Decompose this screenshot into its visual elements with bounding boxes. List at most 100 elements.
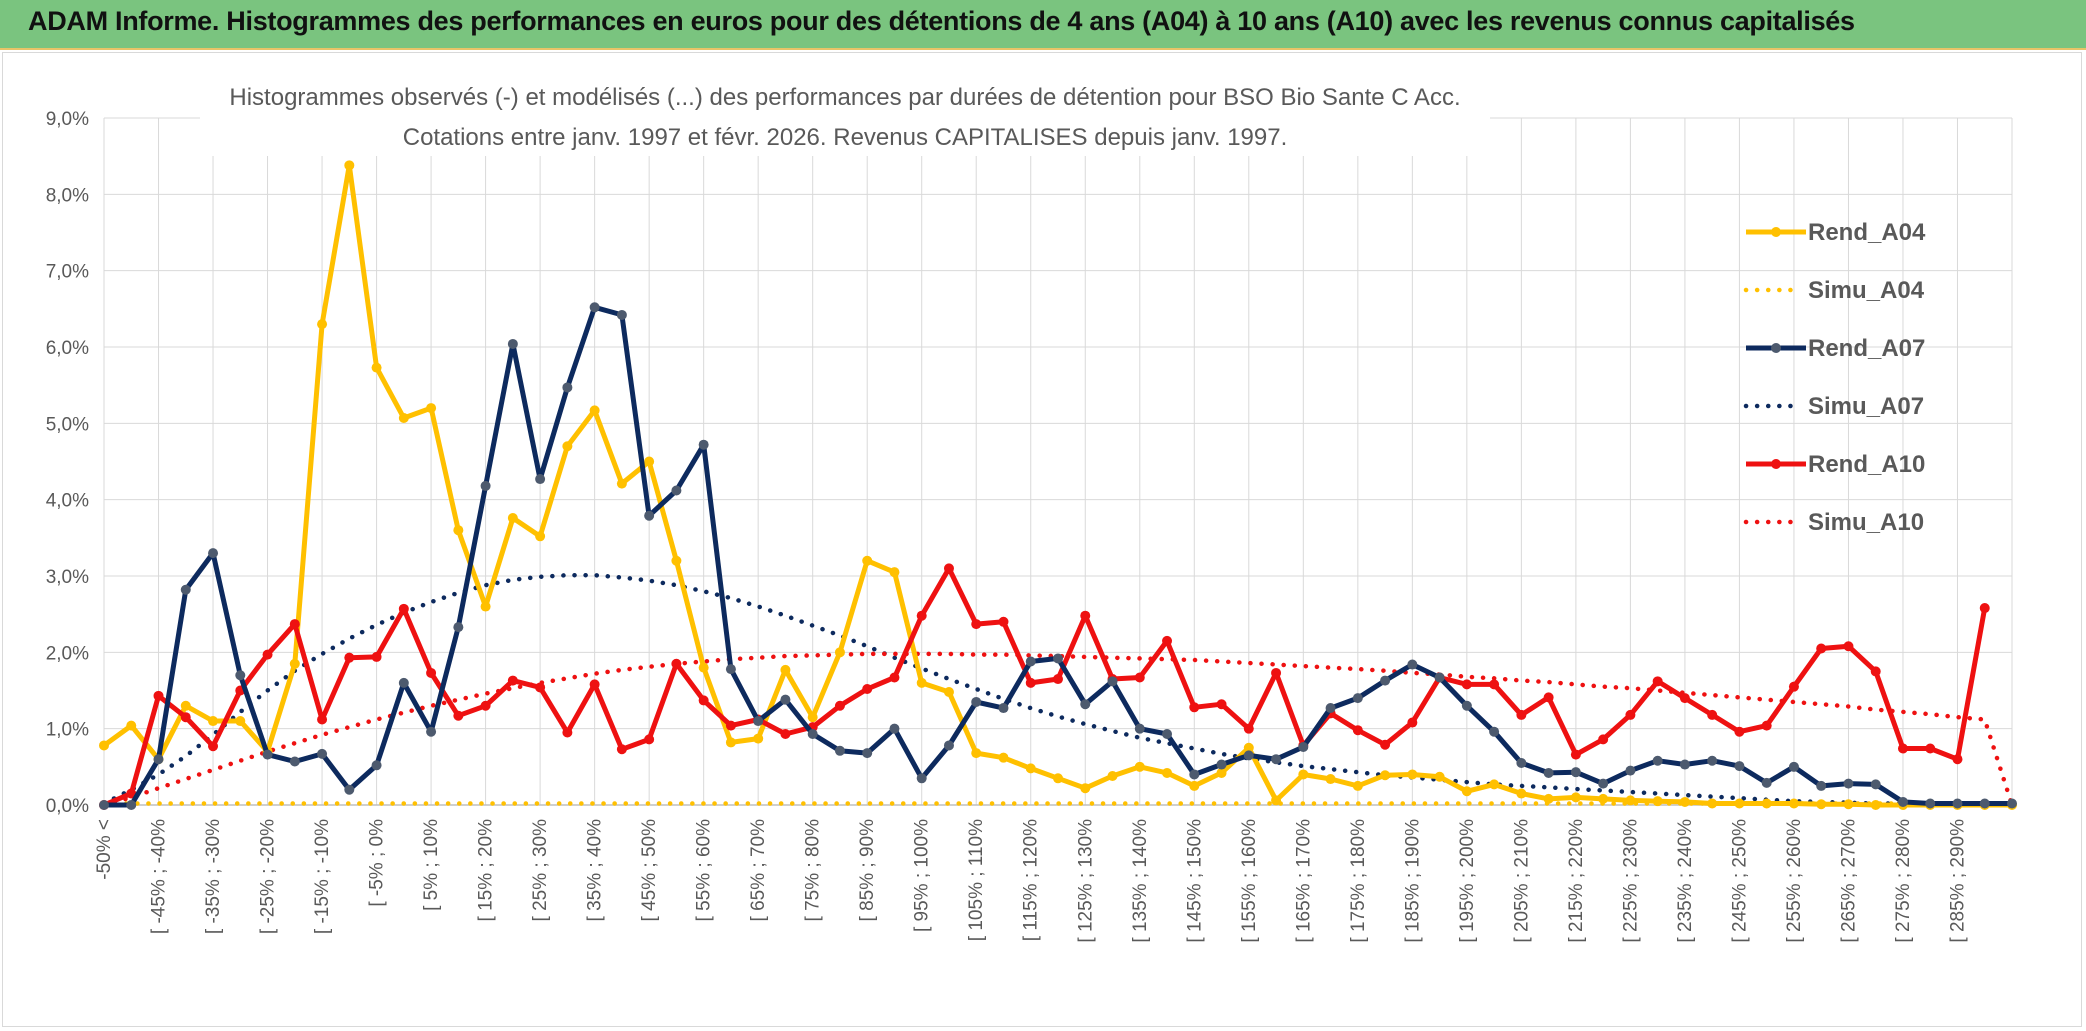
data-point xyxy=(1979,603,1990,614)
data-point xyxy=(644,734,655,745)
data-point xyxy=(1843,778,1854,789)
series-line-simu-a10 xyxy=(101,651,2015,808)
data-point xyxy=(1543,692,1554,703)
data-point xyxy=(1407,769,1418,780)
data-point xyxy=(1134,761,1145,772)
data-point xyxy=(208,548,219,559)
data-point xyxy=(862,683,873,694)
data-point xyxy=(1461,679,1472,690)
legend-label: Rend_A07 xyxy=(1808,335,1925,362)
data-point xyxy=(1761,720,1772,731)
data-point xyxy=(1652,796,1663,807)
y-tick-label: 2,0% xyxy=(46,643,89,664)
y-tick-label: 9,0% xyxy=(46,109,89,130)
x-tick-label: [ 265% ; 270% xyxy=(1838,819,1859,943)
data-point xyxy=(99,740,109,751)
data-point xyxy=(1216,767,1227,778)
y-tick-label: 0,0% xyxy=(46,796,89,817)
data-point xyxy=(698,439,709,450)
data-point xyxy=(1925,798,1936,809)
data-point xyxy=(1925,743,1936,754)
x-tick-label: -50% < xyxy=(94,819,115,880)
data-point xyxy=(562,727,573,738)
chart-series xyxy=(99,160,2017,810)
data-point xyxy=(889,672,900,683)
data-point xyxy=(1352,725,1363,736)
data-point xyxy=(371,651,382,662)
data-point xyxy=(780,729,791,740)
data-point xyxy=(1788,798,1799,809)
data-point xyxy=(1053,674,1063,685)
data-point xyxy=(753,733,764,744)
legend-item-simu-a07: Simu_A07 xyxy=(1743,393,1924,420)
data-point xyxy=(1325,774,1336,785)
data-point xyxy=(1380,770,1391,781)
legend-item-simu-a10: Simu_A10 xyxy=(1743,509,1924,536)
legend-item-simu-a04: Simu_A04 xyxy=(1743,277,1925,304)
data-point xyxy=(862,555,873,566)
legend-label: Rend_A04 xyxy=(1808,219,1926,246)
legend-marker xyxy=(1771,459,1781,469)
data-point xyxy=(289,658,300,669)
data-point xyxy=(807,729,818,740)
data-point xyxy=(589,405,600,416)
data-point xyxy=(834,700,845,711)
data-point xyxy=(1816,799,1827,810)
x-tick-label: [ 85% ; 90% xyxy=(857,819,878,922)
x-tick-label: [ 75% ; 80% xyxy=(803,819,824,922)
data-point xyxy=(998,703,1009,714)
data-point xyxy=(1025,677,1036,688)
data-point xyxy=(371,362,382,373)
data-point xyxy=(1707,755,1718,766)
data-point xyxy=(126,720,137,731)
data-point xyxy=(943,687,954,698)
data-point xyxy=(1489,779,1500,790)
data-point xyxy=(1734,726,1745,737)
legend-marker xyxy=(1771,343,1781,353)
series-simu-a07 xyxy=(101,572,2015,806)
x-tick-label: [ 145% ; 150% xyxy=(1184,819,1205,943)
data-point xyxy=(180,584,191,595)
data-point xyxy=(1761,777,1772,788)
data-point xyxy=(834,745,845,756)
data-point xyxy=(535,531,546,542)
data-point xyxy=(1543,793,1554,804)
data-point xyxy=(616,478,627,489)
data-point xyxy=(644,510,655,521)
data-point xyxy=(262,749,273,760)
data-point xyxy=(616,309,627,320)
legend-item-rend-a04: Rend_A04 xyxy=(1746,219,1926,246)
data-point xyxy=(1189,769,1200,780)
data-point xyxy=(426,667,437,678)
data-point xyxy=(480,700,491,711)
legend-item-rend-a07: Rend_A07 xyxy=(1746,335,1925,362)
data-point xyxy=(1707,798,1718,809)
y-tick-label: 7,0% xyxy=(46,262,89,283)
x-tick-label: [ 285% ; 290% xyxy=(1947,819,1968,943)
x-tick-label: [ 15% ; 20% xyxy=(476,819,497,922)
data-point xyxy=(1271,667,1282,678)
data-point xyxy=(780,664,791,675)
data-point xyxy=(943,740,954,751)
data-point xyxy=(1489,679,1500,690)
y-axis-ticks: 0,0% 1,0% 2,0% 3,0% 4,0% 5,0% 6,0% 7,0% 8,0% 9,0% xyxy=(46,109,89,817)
series-line-rend-a04 xyxy=(102,162,2012,808)
chart-titles: Histogrammes observés (-) et modélisés (… xyxy=(200,78,1490,156)
x-tick-label: [ 185% ; 190% xyxy=(1402,819,1423,943)
data-point xyxy=(998,752,1009,763)
data-point xyxy=(1897,743,1908,754)
y-tick-label: 4,0% xyxy=(46,491,89,512)
series-rend-a10 xyxy=(99,563,1990,810)
data-point xyxy=(889,567,900,578)
data-point xyxy=(1707,709,1718,720)
data-point xyxy=(725,737,736,748)
data-point xyxy=(1162,767,1173,778)
data-point xyxy=(1788,761,1799,772)
y-tick-label: 8,0% xyxy=(46,185,89,206)
x-tick-label: [ -35% ; -30% xyxy=(203,819,224,934)
x-tick-label: [ 125% ; 130% xyxy=(1075,819,1096,943)
data-point xyxy=(1461,700,1472,711)
data-point xyxy=(1543,767,1554,778)
data-point xyxy=(1216,759,1227,770)
y-tick-label: 5,0% xyxy=(46,414,89,435)
